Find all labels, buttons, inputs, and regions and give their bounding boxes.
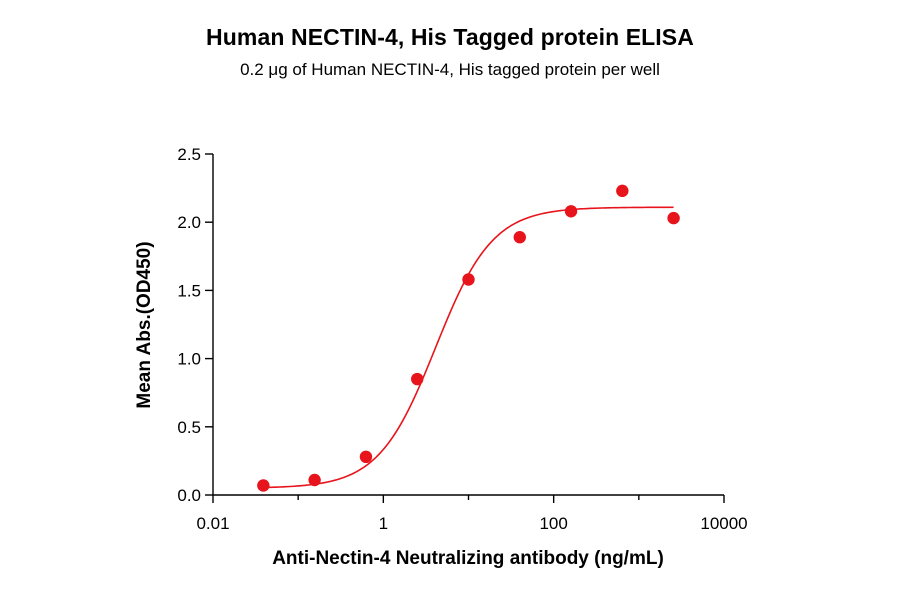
data-point bbox=[564, 205, 578, 218]
chart-subtitle: 0.2 μg of Human NECTIN-4, His tagged pro… bbox=[240, 60, 660, 79]
y-tick-label: 0.5 bbox=[177, 418, 201, 437]
axes: 0.0 0.5 1.0 1.5 2.0 2.5 0.01 1 100 10000 bbox=[177, 145, 747, 533]
data-point bbox=[411, 372, 424, 386]
data-point bbox=[308, 473, 321, 487]
x-axis-title: Anti-Nectin-4 Neutralizing antibody (ng/… bbox=[272, 548, 664, 569]
y-tick-label: 1.0 bbox=[177, 350, 201, 369]
y-tick-label: 2.5 bbox=[177, 145, 201, 164]
data-point bbox=[616, 184, 629, 198]
data-point bbox=[667, 211, 680, 225]
data-point bbox=[359, 450, 373, 464]
x-tick-label: 10000 bbox=[700, 514, 747, 533]
fit-curve bbox=[263, 206, 674, 489]
x-tick-label: 0.01 bbox=[196, 514, 229, 533]
data-point bbox=[513, 231, 526, 244]
data-points bbox=[257, 184, 680, 492]
data-point bbox=[257, 479, 270, 492]
y-tick-label: 2.0 bbox=[177, 213, 201, 232]
x-tick-label: 1 bbox=[379, 514, 388, 533]
y-tick-label: 1.5 bbox=[177, 281, 201, 300]
data-point bbox=[462, 273, 475, 286]
x-tick-label: 100 bbox=[539, 514, 567, 533]
y-axis-title: Mean Abs.(OD450) bbox=[134, 241, 155, 408]
y-tick-label: 0.0 bbox=[177, 486, 201, 505]
chart-title: Human NECTIN-4, His Tagged protein ELISA bbox=[206, 24, 694, 50]
